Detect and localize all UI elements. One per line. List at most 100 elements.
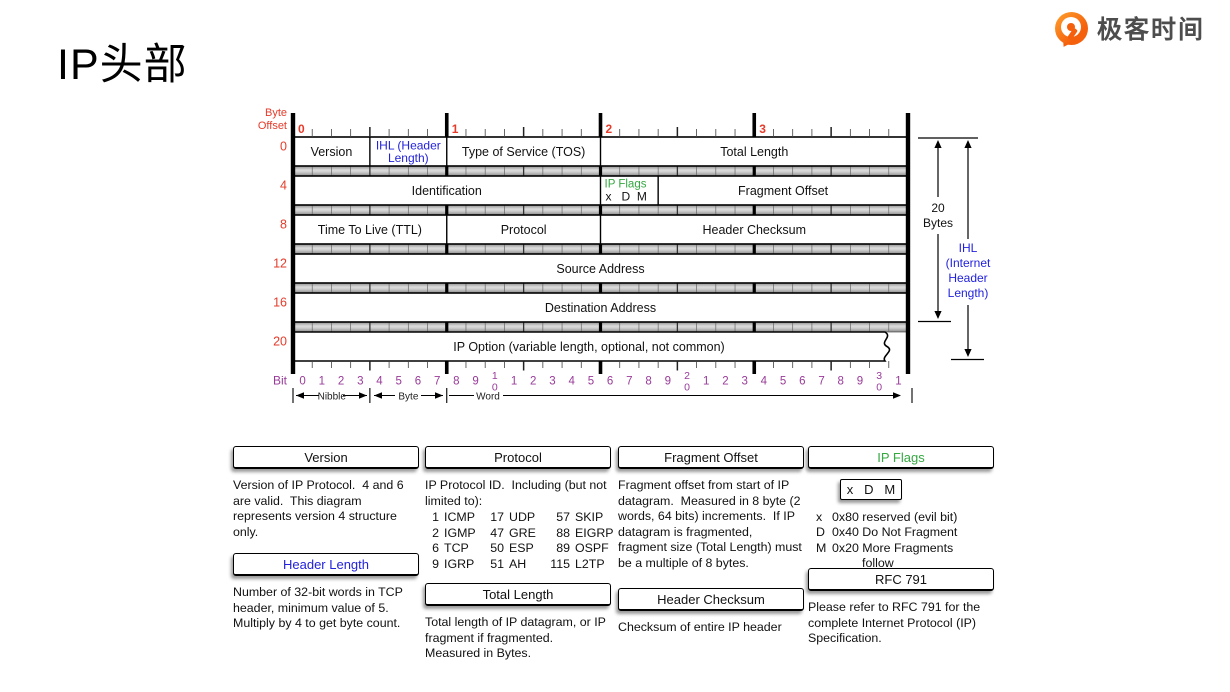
bit-tick bbox=[504, 361, 505, 368]
nibble-mark bbox=[830, 244, 832, 254]
nibble-tick bbox=[830, 127, 832, 137]
bit-mark bbox=[696, 283, 697, 293]
bit-number: 6 bbox=[799, 376, 805, 388]
bit-mark bbox=[311, 283, 313, 293]
section-rfc: RFC 791 Please refer to RFC 791 for the … bbox=[808, 568, 994, 647]
field-label: Type of Service (TOS) bbox=[462, 145, 585, 159]
bit-tick bbox=[580, 129, 582, 137]
bit-mark bbox=[350, 322, 352, 332]
bit-number: 3 bbox=[876, 370, 882, 382]
protocol-table-row: 2 IGMP 47 GRE 88 EIGRP bbox=[425, 525, 613, 542]
byte-mark bbox=[445, 322, 449, 332]
protocol-table-row: 9 IGRP 51 AH 115 L2TP bbox=[425, 557, 611, 573]
nibble-mark bbox=[369, 166, 371, 176]
bit-mark bbox=[773, 283, 774, 293]
bit-mark bbox=[888, 244, 890, 254]
bit-tick bbox=[484, 361, 486, 368]
bit-tick bbox=[580, 361, 582, 368]
bit-mark bbox=[350, 244, 352, 254]
bit-mark bbox=[792, 322, 794, 332]
byte-tick bbox=[444, 361, 449, 374]
bit-mark bbox=[715, 322, 717, 332]
nibble-mark bbox=[676, 322, 679, 332]
nibble-mark bbox=[369, 244, 371, 254]
heading-fragment-offset: Fragment Offset bbox=[618, 446, 804, 469]
bit-mark bbox=[388, 205, 390, 215]
bit-number: 8 bbox=[838, 376, 844, 388]
header-length-description: Number of 32-bit words in TCP header, mi… bbox=[233, 585, 403, 631]
byte-tick bbox=[752, 361, 757, 374]
bit-mark bbox=[388, 283, 390, 293]
bit-number: 2 bbox=[530, 376, 536, 388]
bit-mark bbox=[388, 322, 390, 332]
bit-mark bbox=[504, 205, 505, 215]
arrowhead-down bbox=[964, 349, 972, 357]
bit-mark bbox=[427, 205, 428, 215]
bit-mark bbox=[619, 166, 621, 176]
bit-mark bbox=[580, 166, 582, 176]
byte-mark bbox=[752, 244, 756, 254]
arrowhead-down bbox=[934, 311, 942, 319]
bit-mark bbox=[427, 244, 428, 254]
bit-mark bbox=[792, 244, 794, 254]
bit-mark bbox=[888, 283, 890, 293]
bit-mark bbox=[792, 166, 794, 176]
bit-number: 1 bbox=[703, 376, 709, 388]
bit-number: 6 bbox=[607, 376, 613, 388]
nibble-mark bbox=[369, 205, 371, 215]
bit-number: 5 bbox=[588, 376, 594, 388]
bit-tick bbox=[888, 129, 890, 137]
nibble-tick bbox=[676, 361, 679, 371]
heading-header-length: Header Length bbox=[233, 553, 419, 576]
bit-tick bbox=[561, 129, 563, 137]
bit-mark bbox=[773, 205, 774, 215]
bit-mark bbox=[734, 244, 736, 254]
bit-tick bbox=[849, 129, 851, 137]
header-row-box bbox=[292, 253, 909, 284]
protocol-id: 115 bbox=[550, 556, 570, 571]
byte-mark bbox=[445, 244, 449, 254]
bit-mark bbox=[657, 166, 659, 176]
bit-tick bbox=[869, 129, 870, 137]
field-label: Fragment Offset bbox=[738, 184, 829, 198]
bit-tick bbox=[792, 361, 794, 368]
bit-number: 9 bbox=[665, 376, 671, 388]
row-byte-offset: 20 bbox=[273, 335, 287, 349]
byte-tick bbox=[598, 113, 603, 137]
bit-mark bbox=[561, 205, 563, 215]
bit-mark bbox=[331, 244, 332, 254]
heading-protocol-label: Protocol bbox=[494, 450, 542, 465]
bit-mark bbox=[638, 205, 640, 215]
bit-tick bbox=[619, 361, 621, 368]
arrowhead-up bbox=[934, 140, 942, 148]
ihl-annotation: Header bbox=[948, 271, 987, 285]
byte-tick bbox=[598, 361, 603, 374]
bit-number: 7 bbox=[434, 376, 440, 388]
bit-mark bbox=[888, 322, 890, 332]
heading-ip-flags: IP Flags bbox=[808, 446, 994, 469]
bit-mark bbox=[504, 283, 505, 293]
protocol-name: GRE bbox=[509, 525, 536, 540]
bit-mark bbox=[331, 166, 332, 176]
bit-mark bbox=[638, 322, 640, 332]
diagram-right-edge bbox=[905, 113, 911, 374]
protocol-name: TCP bbox=[444, 541, 469, 556]
bit-mark bbox=[561, 322, 563, 332]
bit-mark bbox=[504, 244, 505, 254]
heading-total-length-label: Total Length bbox=[482, 587, 554, 602]
row-byte-offset: 12 bbox=[273, 257, 287, 271]
bytes20-label: 20 bbox=[931, 201, 945, 215]
bytes20-label: Bytes bbox=[923, 216, 953, 230]
field-label: IP Option (variable length, optional, no… bbox=[453, 340, 724, 354]
bit-mark bbox=[888, 166, 890, 176]
bit-mark bbox=[619, 205, 621, 215]
protocol-id: 6 bbox=[432, 541, 439, 556]
field-label: Destination Address bbox=[545, 301, 656, 315]
flag-row: D 0x40 Do Not Fragment bbox=[816, 525, 994, 540]
bit-tick bbox=[388, 361, 390, 368]
protocol-name: IGRP bbox=[444, 556, 475, 571]
version-description: Version of IP Protocol. 4 and 6 are vali… bbox=[233, 478, 404, 539]
bit-tick bbox=[350, 129, 352, 137]
flag-meaning: follow bbox=[862, 556, 894, 571]
